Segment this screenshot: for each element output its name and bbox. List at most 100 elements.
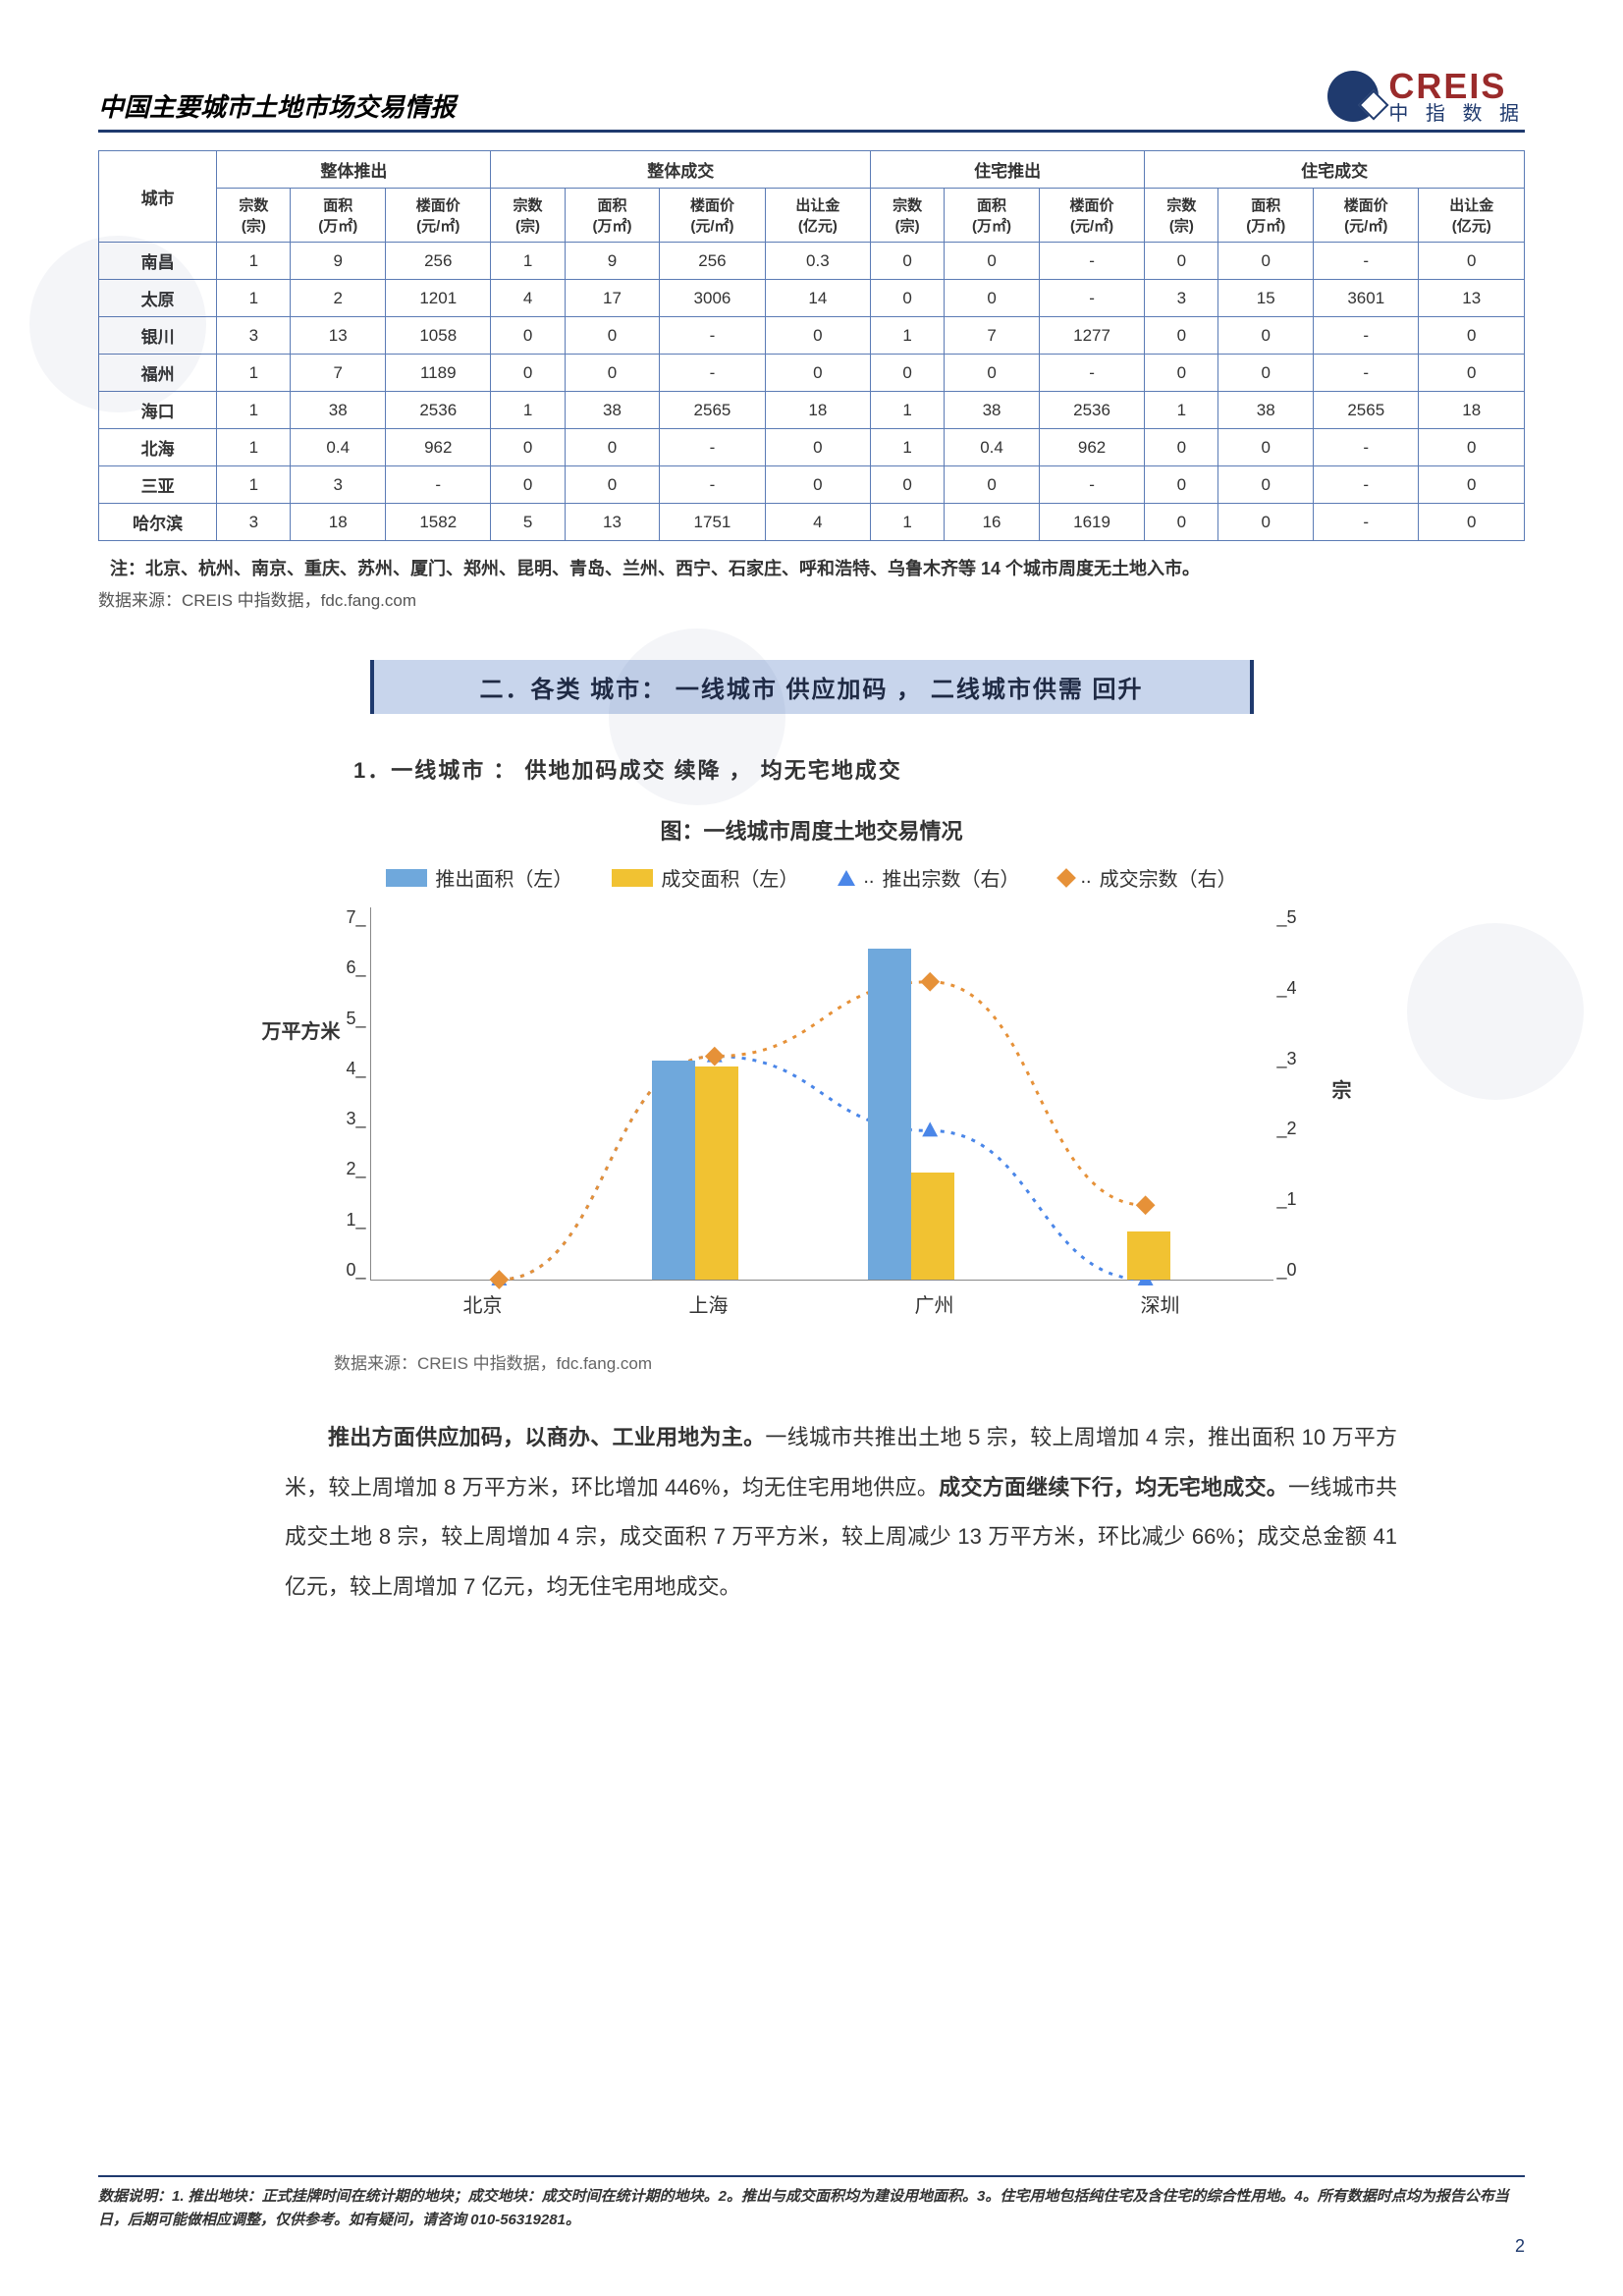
cell: 2 xyxy=(291,280,386,317)
cell: 38 xyxy=(291,392,386,429)
legend-swatch-bar1 xyxy=(386,869,427,887)
cell: 0 xyxy=(565,429,660,466)
cell: 0.4 xyxy=(291,429,386,466)
cell: 3 xyxy=(217,317,291,355)
cell: 0 xyxy=(565,317,660,355)
group-2: 住宅推出 xyxy=(871,151,1145,189)
table-row: 银川313105800-017127700-0 xyxy=(99,317,1525,355)
cell: 0 xyxy=(491,355,565,392)
ytick-left: 2_ xyxy=(346,1159,365,1179)
cell: 2565 xyxy=(1314,392,1419,429)
cell: 2565 xyxy=(660,392,765,429)
cell: 0 xyxy=(871,243,945,280)
cell: 1 xyxy=(491,243,565,280)
cell: - xyxy=(1314,429,1419,466)
col-city: 城市 xyxy=(99,151,217,243)
table-row: 北海10.496200-010.496200-0 xyxy=(99,429,1525,466)
ytick-left: 7_ xyxy=(346,907,365,928)
ytick-left: 1_ xyxy=(346,1210,365,1230)
cell: 1 xyxy=(217,392,291,429)
cell: 0 xyxy=(1218,466,1314,504)
x-axis-labels: 北京上海广州深圳 xyxy=(370,1289,1273,1318)
ytick-right: _1 xyxy=(1277,1189,1297,1210)
xtick: 深圳 xyxy=(1141,1289,1180,1318)
ytick-right: _5 xyxy=(1277,907,1297,928)
cell: - xyxy=(1039,243,1144,280)
ytick-left: 3_ xyxy=(346,1109,365,1129)
cell: 18 xyxy=(765,392,870,429)
cell: 38 xyxy=(565,392,660,429)
cell: 1 xyxy=(1145,392,1218,429)
cell: 18 xyxy=(291,504,386,541)
bar-deal-area xyxy=(1127,1231,1170,1280)
table-row: 福州17118900-000-00-0 xyxy=(99,355,1525,392)
cell: 0 xyxy=(1218,243,1314,280)
cell: 0 xyxy=(945,466,1040,504)
cell-city: 哈尔滨 xyxy=(99,504,217,541)
sub-col: 面积(万㎡) xyxy=(291,189,386,243)
cell: 13 xyxy=(291,317,386,355)
cell-city: 福州 xyxy=(99,355,217,392)
cell: 5 xyxy=(491,504,565,541)
y-right-label: 宗 xyxy=(1332,1074,1352,1103)
cell: 0 xyxy=(1145,243,1218,280)
chart-legend: 推出面积（左） 成交面积（左） ..推出宗数（右） ..成交宗数（右） xyxy=(311,863,1313,892)
cell: - xyxy=(1314,466,1419,504)
cell: 1 xyxy=(217,280,291,317)
cell: 13 xyxy=(1419,280,1525,317)
bar-deal-area xyxy=(695,1066,738,1280)
cell: 0 xyxy=(945,355,1040,392)
legend-swatch-bar2 xyxy=(612,869,653,887)
table-row: 太原12120141730061400-315360113 xyxy=(99,280,1525,317)
cell: 1 xyxy=(871,429,945,466)
cell: 1 xyxy=(217,466,291,504)
cell: - xyxy=(1039,280,1144,317)
cell: 962 xyxy=(386,429,491,466)
table-row: 哈尔滨318158251317514116161900-0 xyxy=(99,504,1525,541)
cell: 2536 xyxy=(386,392,491,429)
cell: 1 xyxy=(217,243,291,280)
logo-mark-icon xyxy=(1327,71,1379,122)
xtick: 北京 xyxy=(463,1289,503,1318)
cell: 0 xyxy=(1145,317,1218,355)
sub-col: 楼面价(元/㎡) xyxy=(386,189,491,243)
sub-col: 面积(万㎡) xyxy=(1218,189,1314,243)
ytick-left: 4_ xyxy=(346,1059,365,1079)
cell: 1619 xyxy=(1039,504,1144,541)
sub-col: 宗数(宗) xyxy=(217,189,291,243)
cell: - xyxy=(660,466,765,504)
bar-group xyxy=(1084,1231,1170,1280)
cell: 0 xyxy=(1419,429,1525,466)
cell: 0 xyxy=(945,243,1040,280)
cell: 7 xyxy=(945,317,1040,355)
cell: 16 xyxy=(945,504,1040,541)
cell: 15 xyxy=(1218,280,1314,317)
cell: 14 xyxy=(765,280,870,317)
ytick-left: 0_ xyxy=(346,1260,365,1281)
group-3: 住宅成交 xyxy=(1145,151,1525,189)
cell: 0 xyxy=(871,280,945,317)
table-note: 注：北京、杭州、南京、重庆、苏州、厦门、郑州、昆明、青岛、兰州、西宁、石家庄、呼… xyxy=(110,555,1525,580)
cell: - xyxy=(1314,504,1419,541)
legend-marker-line2 xyxy=(1056,868,1076,888)
cell: 7 xyxy=(291,355,386,392)
chart-lines xyxy=(371,907,1273,1280)
cell: 0 xyxy=(945,280,1040,317)
cell: 0.4 xyxy=(945,429,1040,466)
cell: 0 xyxy=(1145,429,1218,466)
cell: 0 xyxy=(565,355,660,392)
table-head: 城市 整体推出 整体成交 住宅推出 住宅成交 宗数(宗)面积(万㎡)楼面价(元/… xyxy=(99,151,1525,243)
table-row: 南昌19256192560.300-00-0 xyxy=(99,243,1525,280)
cell: 0 xyxy=(1145,504,1218,541)
ytick-right: _2 xyxy=(1277,1119,1297,1139)
cell: 0 xyxy=(871,466,945,504)
chart-plot-area: 万平方米 宗 7_6_5_4_3_2_1_0_ _5_4_3_2_1_0 北京上… xyxy=(370,907,1273,1330)
cell: 1 xyxy=(217,355,291,392)
cell: 9 xyxy=(565,243,660,280)
cell: 0 xyxy=(765,355,870,392)
sub-col: 楼面价(元/㎡) xyxy=(660,189,765,243)
sub-col: 宗数(宗) xyxy=(1145,189,1218,243)
cell: - xyxy=(1314,243,1419,280)
city-data-table: 城市 整体推出 整体成交 住宅推出 住宅成交 宗数(宗)面积(万㎡)楼面价(元/… xyxy=(98,150,1525,541)
section-bar: 二．各类 城市： 一线城市 供应加码 ， 二线城市供需 回升 xyxy=(370,660,1254,714)
